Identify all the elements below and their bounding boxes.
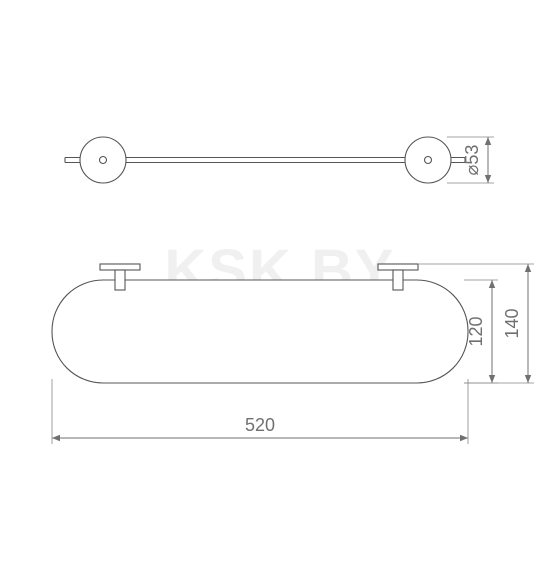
left-rosette — [80, 137, 126, 183]
right-bracket-cap — [378, 264, 418, 270]
right-bracket-stem — [393, 270, 403, 290]
dim-overall-height: 140 — [502, 308, 522, 338]
dim-plate-height: 120 — [466, 316, 486, 346]
left-bracket-stem — [115, 270, 125, 290]
technical-drawing: KSK.BY⌀53120140520 — [0, 0, 560, 580]
left-bracket-cap — [100, 264, 140, 270]
drawing-stage: KSK.BY⌀53120140520 — [0, 0, 560, 580]
dim-diameter: ⌀53 — [462, 145, 482, 176]
glass-plate — [52, 280, 468, 383]
dim-plate-width: 520 — [245, 415, 275, 435]
right-rosette — [405, 137, 451, 183]
